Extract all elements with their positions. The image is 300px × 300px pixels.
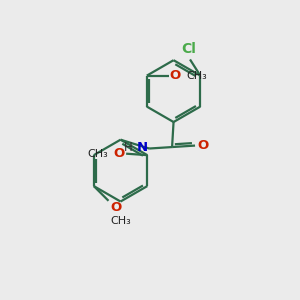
Text: CH₃: CH₃ bbox=[186, 71, 207, 81]
Text: Cl: Cl bbox=[181, 42, 196, 56]
Text: O: O bbox=[113, 147, 125, 160]
Text: H: H bbox=[124, 141, 133, 154]
Text: CH₃: CH₃ bbox=[110, 215, 131, 226]
Text: O: O bbox=[170, 69, 181, 82]
Text: O: O bbox=[110, 201, 121, 214]
Text: N: N bbox=[136, 141, 148, 154]
Text: CH₃: CH₃ bbox=[88, 149, 109, 159]
Text: O: O bbox=[197, 139, 209, 152]
